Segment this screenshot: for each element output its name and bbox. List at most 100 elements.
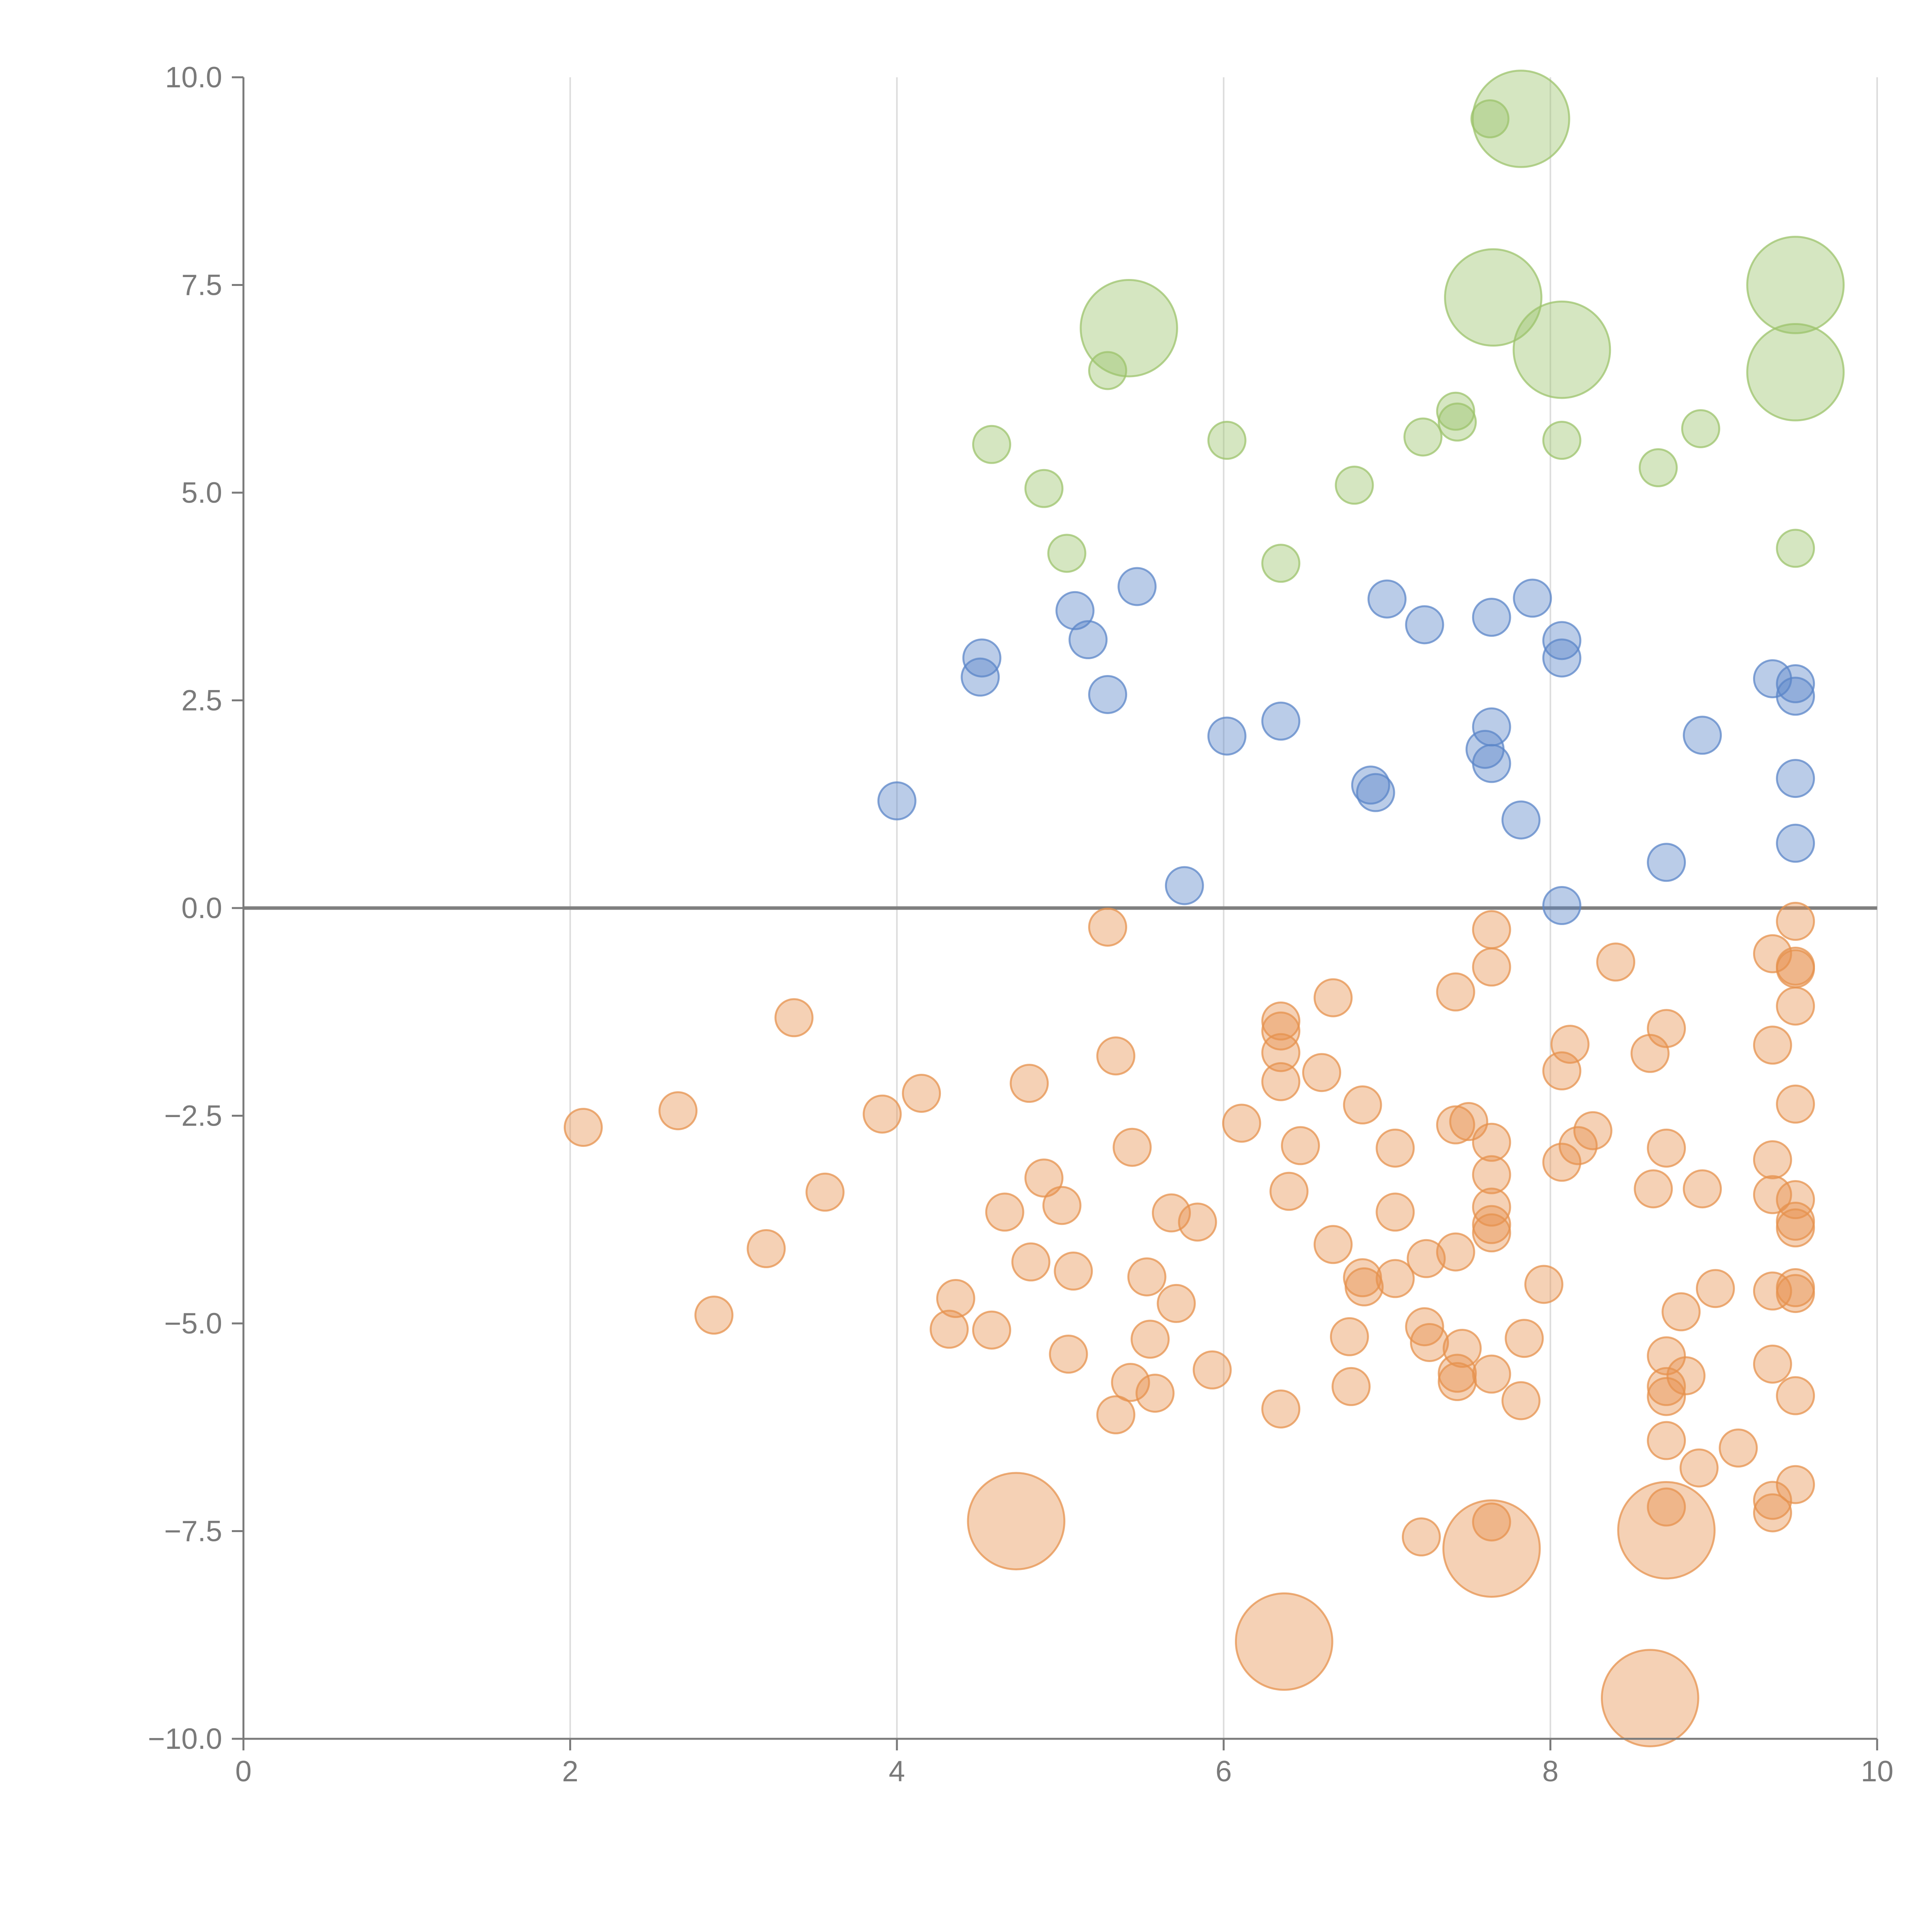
bubble-orange xyxy=(1343,1085,1382,1125)
bubble-blue xyxy=(1356,773,1395,812)
bubble-orange xyxy=(1437,1354,1477,1393)
bubble-orange xyxy=(1558,1126,1598,1165)
x-tick-label: 10 xyxy=(1861,1755,1894,1788)
bubble-orange xyxy=(972,1310,1011,1350)
bubble-orange xyxy=(1096,1395,1136,1434)
bubble-orange xyxy=(1776,949,1815,988)
bubble-green xyxy=(1436,391,1475,431)
bubble-orange xyxy=(1472,910,1511,949)
bubble-green xyxy=(1746,236,1845,334)
bubble-orange xyxy=(1776,901,1815,941)
bubble-green xyxy=(1047,534,1087,573)
bubble-orange xyxy=(1344,1267,1384,1306)
bubble-orange xyxy=(1753,1175,1792,1214)
bubble-green xyxy=(1024,469,1064,508)
y-tick-label: 7.5 xyxy=(181,269,222,302)
bubble-orange xyxy=(1436,972,1475,1012)
bubble-orange xyxy=(1152,1193,1191,1233)
bubble-orange xyxy=(1634,1169,1673,1209)
bubble-orange xyxy=(1550,1025,1590,1064)
bubble-blue xyxy=(1542,638,1582,678)
bubble-orange xyxy=(1376,1259,1415,1298)
bubble-orange xyxy=(1010,1064,1049,1103)
bubble-blue xyxy=(877,781,917,821)
bubble-green xyxy=(1471,70,1570,168)
x-tick-label: 0 xyxy=(235,1755,252,1788)
bubble-orange xyxy=(1235,1592,1333,1691)
bubble-orange xyxy=(1313,978,1353,1017)
bubble-blue xyxy=(1068,620,1108,660)
bubble-orange xyxy=(1302,1053,1341,1092)
bubble-orange xyxy=(1042,1186,1082,1225)
bubble-blue xyxy=(1261,701,1301,741)
bubble-orange xyxy=(1088,907,1128,947)
bubble-orange xyxy=(1666,1356,1706,1395)
bubble-blue xyxy=(1776,677,1815,716)
bubble-orange xyxy=(1753,1140,1792,1179)
bubble-orange xyxy=(1222,1104,1261,1143)
bubble-green xyxy=(1444,248,1543,347)
bubble-orange xyxy=(1112,1128,1152,1167)
bubble-orange xyxy=(1719,1429,1758,1468)
bubble-orange xyxy=(1647,1377,1686,1416)
bubble-orange xyxy=(658,1091,698,1131)
bubble-orange xyxy=(936,1279,975,1318)
bubble-green xyxy=(1470,99,1510,138)
bubble-orange xyxy=(1524,1265,1563,1304)
bubble-blue xyxy=(1542,621,1582,660)
bubble-orange xyxy=(1406,1239,1446,1278)
bubble-orange xyxy=(1753,1344,1792,1384)
bubble-orange xyxy=(1776,1084,1815,1124)
bubble-orange xyxy=(1401,1517,1441,1557)
bubbles xyxy=(563,70,1845,1747)
bubble-blue xyxy=(1055,591,1095,630)
bubble-orange xyxy=(1647,1367,1686,1406)
bubble-green xyxy=(1437,402,1477,442)
y-tick-label: −7.5 xyxy=(164,1515,222,1548)
bubble-orange xyxy=(1501,1381,1541,1420)
bubble-orange xyxy=(805,1172,845,1212)
bubble-orange xyxy=(563,1108,603,1147)
bubble-orange xyxy=(1376,1192,1415,1232)
bubble-green xyxy=(1512,300,1611,399)
bubble-orange xyxy=(862,1094,902,1134)
bubble-green xyxy=(1776,529,1815,568)
bubble-orange xyxy=(1410,1323,1449,1362)
bubble-green xyxy=(1207,421,1247,460)
bubble-orange xyxy=(1776,1376,1815,1415)
bubble-orange xyxy=(1054,1252,1093,1291)
bubble-green xyxy=(1746,323,1845,422)
bubble-orange xyxy=(1261,1011,1301,1051)
bubble-orange xyxy=(1131,1320,1170,1359)
bubble-orange xyxy=(1776,1180,1815,1219)
bubble-orange xyxy=(1472,1122,1511,1162)
bubble-orange xyxy=(1776,1274,1815,1313)
bubble-blue xyxy=(1683,716,1722,755)
bubble-orange xyxy=(1472,1205,1511,1244)
bubble-orange xyxy=(1261,1001,1301,1041)
bubble-orange xyxy=(1261,1389,1301,1429)
bubble-green xyxy=(1681,409,1720,448)
bubble-green xyxy=(1403,417,1443,457)
bubble-orange xyxy=(1472,1354,1511,1394)
bubble-orange xyxy=(1647,1421,1686,1460)
y-tick-label: 5.0 xyxy=(181,476,222,509)
bubble-blue xyxy=(1472,744,1511,783)
bubble-orange xyxy=(1776,1465,1815,1504)
bubble-blue xyxy=(1207,716,1247,756)
bubble-orange xyxy=(1542,1143,1582,1182)
bubble-orange xyxy=(1376,1128,1415,1168)
bubble-blue xyxy=(1542,886,1582,925)
bubble-orange xyxy=(1313,1225,1353,1264)
bubble-orange xyxy=(694,1296,734,1335)
bubble-orange xyxy=(1024,1158,1064,1198)
bubble-orange xyxy=(1776,986,1815,1026)
bubble-blue xyxy=(1165,866,1204,905)
bubble-orange xyxy=(1776,1208,1815,1248)
bubble-orange xyxy=(1683,1169,1722,1209)
y-tick-label: −5.0 xyxy=(164,1307,222,1340)
bubble-orange xyxy=(1261,1062,1301,1101)
bubble-orange xyxy=(929,1310,969,1349)
bubble-orange xyxy=(1505,1319,1544,1358)
bubble-orange xyxy=(1049,1335,1088,1374)
